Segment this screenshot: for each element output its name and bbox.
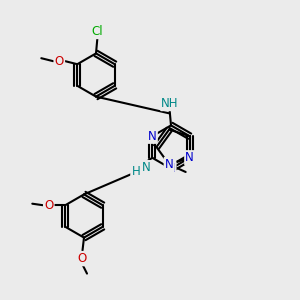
Text: O: O (55, 55, 64, 68)
Text: Cl: Cl (92, 25, 103, 38)
Text: N: N (167, 162, 176, 175)
Text: N: N (142, 161, 151, 174)
Text: O: O (78, 252, 87, 265)
Text: NH: NH (161, 97, 179, 110)
Text: N: N (185, 151, 194, 164)
Text: N: N (148, 130, 157, 143)
Text: O: O (44, 199, 53, 212)
Text: H: H (131, 165, 140, 178)
Text: N: N (165, 158, 173, 171)
